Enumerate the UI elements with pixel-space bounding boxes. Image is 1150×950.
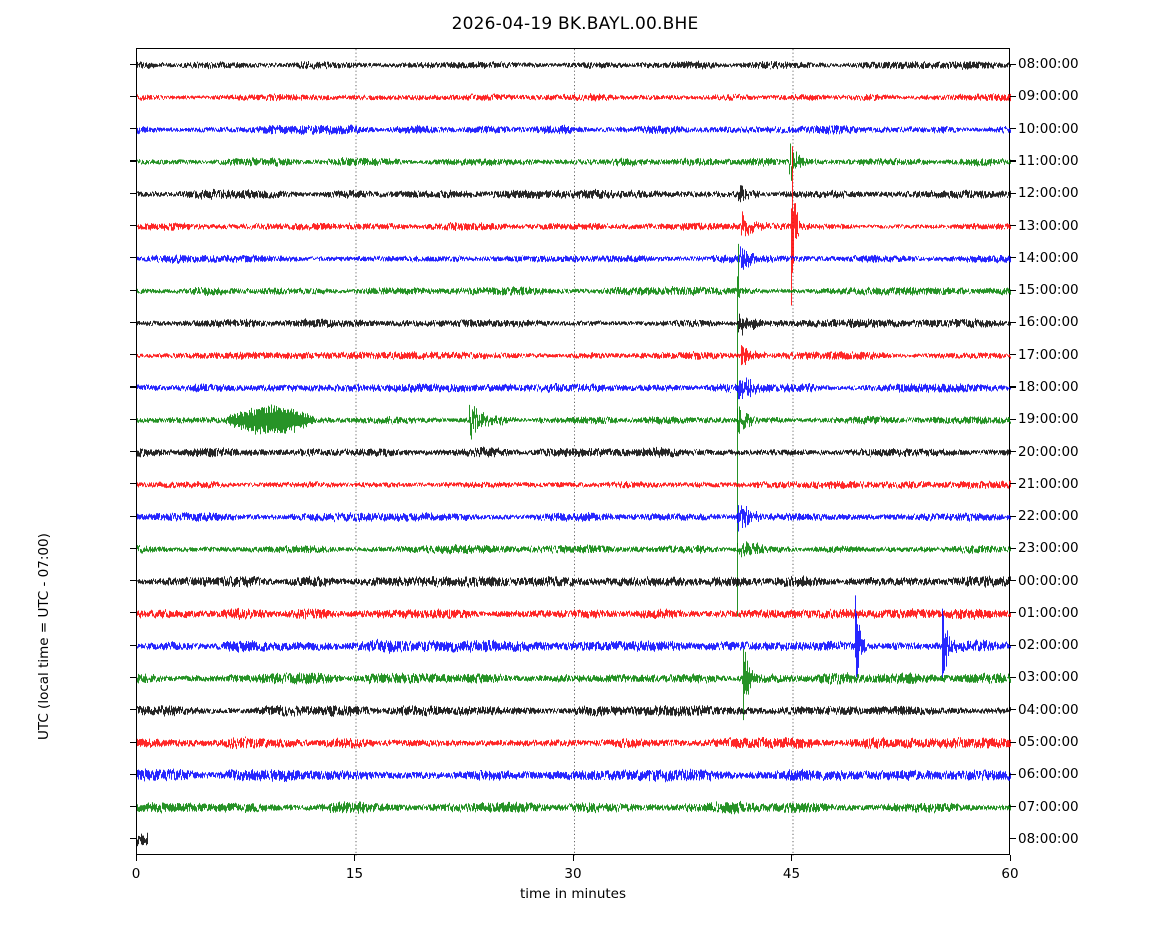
y-tick-label-right: 04:00:00 bbox=[1018, 701, 1079, 718]
y-tick-mark-right bbox=[1010, 644, 1016, 646]
y-tick-mark-right bbox=[1010, 580, 1016, 582]
y-tick-mark-right bbox=[1010, 612, 1016, 614]
y-tick-label-right: 08:00:00 bbox=[1018, 56, 1079, 73]
y-tick-mark-left bbox=[130, 547, 136, 549]
y-tick-mark-left bbox=[130, 257, 136, 259]
y-tick-mark-right bbox=[1010, 806, 1016, 808]
x-tick-mark bbox=[354, 855, 356, 861]
y-tick-label-right: 16:00:00 bbox=[1018, 314, 1079, 331]
y-tick-mark-right bbox=[1010, 773, 1016, 775]
y-tick-mark-left bbox=[130, 515, 136, 517]
y-tick-mark-left bbox=[130, 289, 136, 291]
x-axis-label: time in minutes bbox=[519, 886, 627, 902]
y-axis-label: UTC (local time = UTC - 07:00) bbox=[36, 533, 52, 740]
y-tick-mark-right bbox=[1010, 386, 1016, 388]
y-tick-label-right: 21:00:00 bbox=[1018, 475, 1079, 492]
x-tick-label: 45 bbox=[782, 866, 801, 882]
page-title: 2026-04-19 BK.BAYL.00.BHE bbox=[451, 14, 699, 34]
y-tick-label-right: 02:00:00 bbox=[1018, 637, 1079, 654]
y-tick-mark-right bbox=[1010, 676, 1016, 679]
y-tick-mark-right bbox=[1010, 354, 1016, 356]
y-tick-mark-left bbox=[130, 644, 136, 646]
y-tick-mark-left bbox=[130, 709, 136, 711]
x-tick-label: 60 bbox=[1001, 866, 1019, 882]
y-tick-label-right: 00:00:00 bbox=[1018, 572, 1079, 589]
y-tick-label-right: 22:00:00 bbox=[1018, 508, 1079, 525]
y-tick-mark-left bbox=[130, 128, 136, 130]
x-tick-label: 15 bbox=[345, 866, 364, 882]
y-tick-mark-right bbox=[1010, 257, 1016, 259]
y-tick-label-right: 19:00:00 bbox=[1018, 411, 1079, 428]
y-tick-label-right: 01:00:00 bbox=[1018, 604, 1079, 621]
y-tick-mark-right bbox=[1010, 515, 1016, 517]
y-tick-mark-right bbox=[1010, 547, 1016, 549]
y-tick-label-right: 11:00:00 bbox=[1018, 152, 1079, 169]
y-tick-mark-left bbox=[130, 676, 136, 679]
x-tick-mark bbox=[572, 855, 574, 861]
seismogram-traces-canvas bbox=[137, 49, 1011, 856]
y-tick-mark-right bbox=[1010, 451, 1016, 453]
x-tick-mark bbox=[1009, 855, 1011, 861]
y-tick-label-right: 17:00:00 bbox=[1018, 346, 1079, 363]
x-tick-mark bbox=[135, 855, 137, 861]
y-tick-label-right: 13:00:00 bbox=[1018, 217, 1079, 234]
y-tick-mark-left bbox=[130, 838, 136, 840]
y-tick-label-right: 18:00:00 bbox=[1018, 378, 1079, 395]
y-tick-label-right: 08:00:00 bbox=[1018, 830, 1079, 847]
y-tick-mark-right bbox=[1010, 483, 1016, 485]
y-tick-mark-right bbox=[1010, 741, 1016, 743]
y-tick-mark-left bbox=[130, 580, 136, 582]
y-tick-mark-left bbox=[130, 773, 136, 775]
y-tick-label-right: 15:00:00 bbox=[1018, 282, 1079, 299]
y-tick-mark-left bbox=[130, 806, 136, 808]
y-tick-label-right: 10:00:00 bbox=[1018, 120, 1079, 137]
y-tick-label-right: 05:00:00 bbox=[1018, 734, 1079, 751]
y-tick-mark-left bbox=[130, 418, 136, 420]
y-tick-mark-left bbox=[130, 483, 136, 485]
y-tick-label-right: 03:00:00 bbox=[1018, 669, 1079, 686]
y-tick-mark-left bbox=[130, 321, 136, 323]
y-tick-mark-right bbox=[1010, 192, 1016, 194]
y-tick-mark-right bbox=[1010, 418, 1016, 420]
y-tick-mark-left bbox=[130, 225, 136, 227]
x-tick-label: 30 bbox=[564, 866, 582, 882]
y-tick-mark-right bbox=[1010, 321, 1016, 323]
y-tick-mark-right bbox=[1010, 709, 1016, 711]
y-tick-label-right: 06:00:00 bbox=[1018, 766, 1079, 783]
y-tick-mark-right bbox=[1010, 160, 1016, 162]
y-tick-mark-left bbox=[130, 741, 136, 743]
y-tick-mark-left bbox=[130, 451, 136, 453]
y-tick-mark-right bbox=[1010, 63, 1016, 65]
y-tick-mark-left bbox=[130, 354, 136, 356]
y-tick-mark-left bbox=[130, 63, 136, 65]
y-tick-mark-right bbox=[1010, 95, 1016, 97]
y-tick-label-right: 23:00:00 bbox=[1018, 540, 1079, 557]
y-tick-label-right: 12:00:00 bbox=[1018, 185, 1079, 202]
y-tick-label-right: 14:00:00 bbox=[1018, 249, 1079, 266]
y-tick-mark-left bbox=[130, 612, 136, 614]
y-tick-mark-right bbox=[1010, 838, 1016, 840]
y-tick-mark-left bbox=[130, 386, 136, 388]
y-tick-mark-right bbox=[1010, 128, 1016, 130]
y-tick-label-right: 20:00:00 bbox=[1018, 443, 1079, 460]
x-tick-mark bbox=[791, 855, 793, 861]
y-tick-mark-left bbox=[130, 192, 136, 194]
y-tick-mark-right bbox=[1010, 289, 1016, 291]
y-tick-label-right: 07:00:00 bbox=[1018, 798, 1079, 815]
plot-axes-frame bbox=[136, 48, 1011, 856]
y-tick-mark-left bbox=[130, 95, 136, 97]
y-tick-label-right: 09:00:00 bbox=[1018, 88, 1079, 105]
x-tick-label: 0 bbox=[131, 866, 141, 882]
y-tick-mark-right bbox=[1010, 225, 1016, 227]
y-tick-mark-left bbox=[130, 160, 136, 162]
